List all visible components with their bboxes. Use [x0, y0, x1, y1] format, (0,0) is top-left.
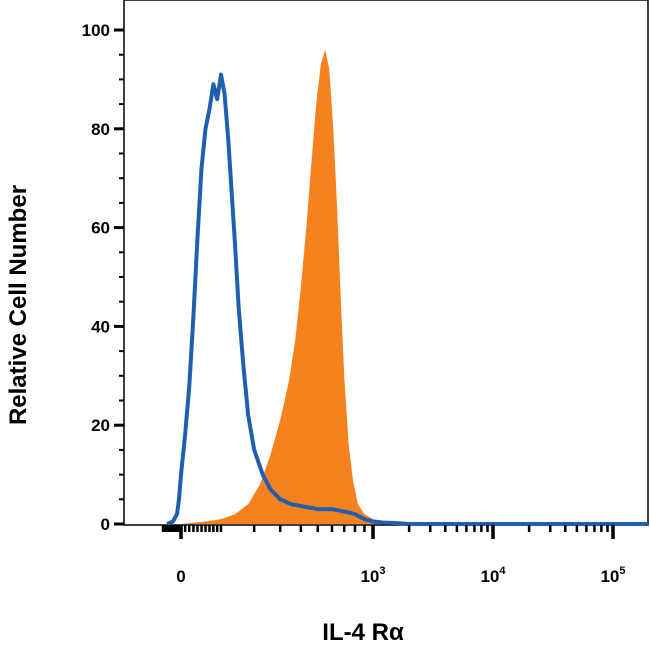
y-tick-label: 20 — [91, 416, 110, 435]
x-tick-label-1: 103 — [360, 565, 385, 586]
y-tick-label: 0 — [101, 515, 110, 534]
y-axis: 0 20 40 60 80 100 — [82, 21, 124, 534]
y-tick-label: 40 — [91, 317, 110, 336]
series-1-line-histogram — [166, 72, 648, 526]
series-0-filled-histogram — [167, 49, 648, 525]
y-tick-label: 60 — [91, 219, 110, 238]
y-tick-label: 80 — [91, 120, 110, 139]
x-tick-label-2: 104 — [480, 565, 506, 586]
plot-frame — [123, 0, 649, 526]
y-axis-title: Relative Cell Number — [5, 185, 32, 425]
x-axis-title: IL-4 Rα — [322, 619, 404, 646]
x-tick-label-0: 0 — [176, 567, 185, 586]
series-layer — [166, 49, 648, 526]
y-tick-label: 100 — [82, 21, 110, 40]
x-tick-label-3: 105 — [600, 565, 625, 586]
x-axis: 0 103 104 105 — [161, 525, 626, 586]
